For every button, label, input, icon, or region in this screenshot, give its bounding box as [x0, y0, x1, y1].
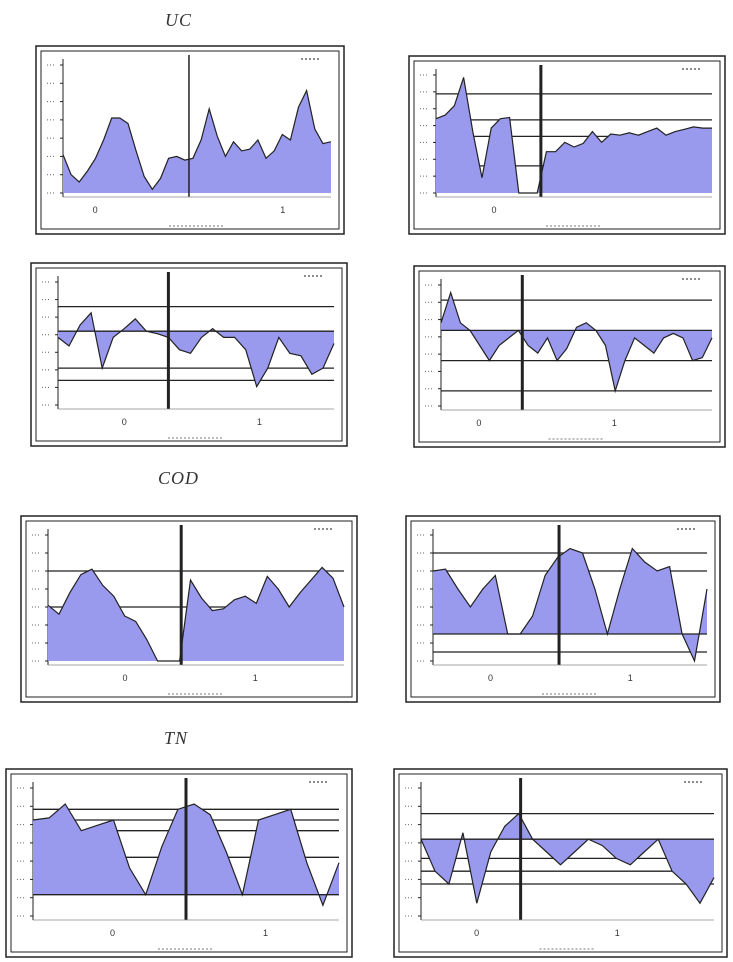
- plot-frame: [413, 60, 721, 230]
- series-line: [47, 566, 345, 662]
- plot-frame: [418, 270, 721, 443]
- x-tick-label: 0: [491, 205, 496, 215]
- plot-frame: [25, 520, 353, 698]
- series-area: [58, 312, 334, 387]
- x-tick-label: 0: [110, 928, 115, 938]
- x-tick-label: 1: [628, 673, 633, 683]
- x-tick-label: 0: [476, 418, 481, 428]
- series-area: [436, 77, 712, 193]
- plot-frame: [410, 520, 716, 698]
- x-tick-label: 0: [488, 673, 493, 683]
- series-line: [420, 812, 715, 905]
- chart-frame: [35, 45, 345, 235]
- x-tick-label: 1: [253, 673, 258, 683]
- chart-frame: [408, 55, 726, 235]
- x-tick-label: 1: [612, 418, 617, 428]
- series-area: [48, 567, 344, 661]
- series-area: [441, 292, 712, 391]
- section-title-tn: TN: [164, 728, 189, 748]
- chart-frame: [30, 262, 348, 447]
- plot-frame: [35, 267, 343, 442]
- plot-frame: [10, 773, 348, 953]
- x-tick-label: 1: [615, 928, 620, 938]
- x-tick-label: 0: [93, 205, 98, 215]
- chart-frame: [20, 515, 358, 703]
- section-title-uc: UC: [165, 10, 193, 30]
- chart-frame: [413, 265, 726, 448]
- series-line: [62, 88, 332, 191]
- x-tick-label: 1: [263, 928, 268, 938]
- x-tick-label: 0: [122, 673, 127, 683]
- chart-frame: [5, 768, 353, 958]
- x-tick-label: 0: [474, 928, 479, 938]
- series-line: [440, 290, 713, 394]
- x-tick-label: 1: [280, 205, 285, 215]
- series-line: [432, 547, 708, 664]
- x-tick-label: 0: [122, 417, 127, 427]
- series-line: [57, 311, 335, 389]
- chart-frame: [405, 515, 721, 703]
- chart-frame: [393, 768, 728, 958]
- chart-panel: 0: [408, 55, 726, 235]
- series-area: [433, 548, 707, 661]
- section-title-cod: COD: [158, 468, 200, 488]
- x-tick-label: 1: [257, 417, 262, 427]
- series-line: [435, 77, 712, 194]
- chart-svg: 0: [408, 55, 726, 235]
- series-area: [63, 90, 331, 193]
- plot-frame: [40, 50, 340, 230]
- plot-frame: [398, 773, 723, 953]
